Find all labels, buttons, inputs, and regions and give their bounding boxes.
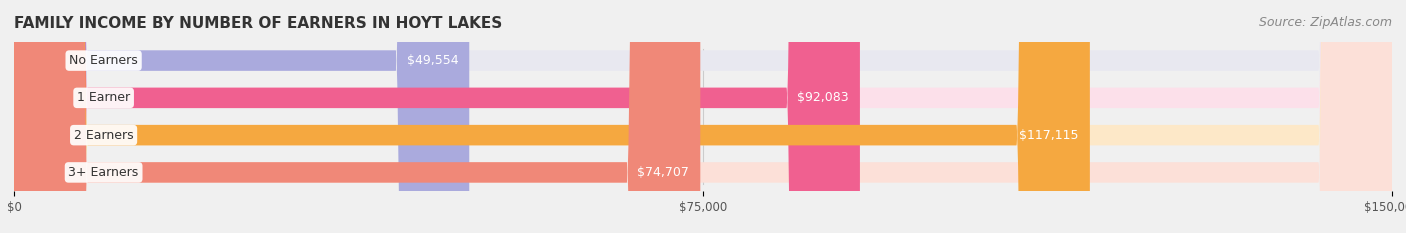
Text: Source: ZipAtlas.com: Source: ZipAtlas.com [1258, 16, 1392, 29]
Text: 3+ Earners: 3+ Earners [69, 166, 139, 179]
Text: No Earners: No Earners [69, 54, 138, 67]
FancyBboxPatch shape [14, 0, 1090, 233]
FancyBboxPatch shape [14, 0, 1392, 233]
FancyBboxPatch shape [14, 0, 470, 233]
Text: $92,083: $92,083 [797, 91, 849, 104]
FancyBboxPatch shape [14, 0, 860, 233]
Text: $49,554: $49,554 [406, 54, 458, 67]
FancyBboxPatch shape [14, 0, 700, 233]
Text: 1 Earner: 1 Earner [77, 91, 131, 104]
Text: FAMILY INCOME BY NUMBER OF EARNERS IN HOYT LAKES: FAMILY INCOME BY NUMBER OF EARNERS IN HO… [14, 16, 502, 31]
FancyBboxPatch shape [14, 0, 1392, 233]
FancyBboxPatch shape [14, 0, 1392, 233]
Text: $74,707: $74,707 [637, 166, 689, 179]
FancyBboxPatch shape [14, 0, 1392, 233]
Text: 2 Earners: 2 Earners [73, 129, 134, 142]
Text: $117,115: $117,115 [1019, 129, 1078, 142]
